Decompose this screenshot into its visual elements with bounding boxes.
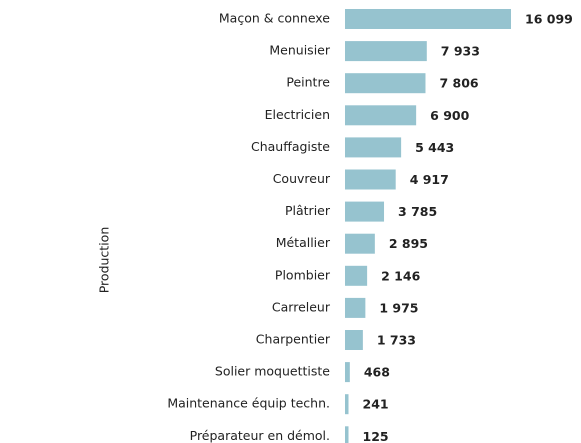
bar [345, 73, 426, 94]
bar [345, 9, 511, 29]
value-label: 1 733 [377, 333, 416, 348]
bar [345, 41, 427, 62]
value-label: 7 806 [439, 76, 478, 91]
value-label: 3 785 [398, 204, 437, 219]
bar [345, 297, 366, 318]
bar [345, 169, 396, 190]
category-label: Solier moquettiste [215, 364, 330, 379]
category-label: Menuisier [269, 43, 330, 58]
category-label: Plombier [275, 267, 331, 282]
value-label: 7 933 [441, 44, 480, 59]
category-label: Charpentier [256, 332, 331, 347]
value-label: 16 099 [525, 12, 573, 27]
bar [345, 105, 417, 126]
y-axis-label: Production [97, 227, 112, 294]
value-label: 241 [363, 397, 389, 412]
category-label: Maintenance équip techn. [167, 396, 330, 411]
category-label: Métallier [276, 235, 331, 250]
value-label: 4 917 [410, 172, 449, 187]
category-label: Electricien [265, 107, 330, 122]
bar [345, 233, 375, 254]
value-label: 1 975 [379, 300, 418, 315]
value-label: 5 443 [415, 140, 454, 155]
bar [345, 330, 363, 350]
category-label: Peintre [286, 75, 330, 90]
category-label: Préparateur en démol. [190, 428, 330, 443]
value-label: 6 900 [430, 108, 469, 123]
bar [345, 137, 402, 158]
bar [345, 265, 368, 286]
value-label: 2 146 [381, 268, 420, 283]
category-label: Plâtrier [285, 203, 331, 218]
bar [345, 201, 385, 222]
category-label: Maçon & connexe [219, 11, 330, 26]
category-label: Carreleur [272, 299, 331, 314]
bar [345, 426, 349, 443]
bar [345, 394, 349, 415]
value-label: 468 [364, 365, 390, 380]
category-label: Chauffagiste [251, 139, 330, 154]
category-label: Couvreur [273, 171, 331, 186]
value-label: 125 [363, 429, 389, 443]
bar [345, 362, 350, 383]
value-label: 2 895 [389, 236, 428, 251]
